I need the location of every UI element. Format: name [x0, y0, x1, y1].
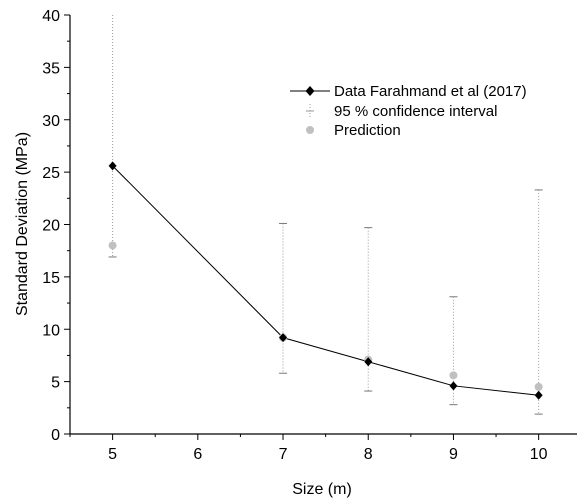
y-tick-label: 20	[42, 218, 60, 235]
y-axis-title: Standard Deviation (MPa)	[14, 132, 31, 316]
y-tick-label: 30	[42, 113, 60, 130]
data-point	[108, 161, 117, 171]
y-tick-label: 0	[51, 427, 60, 444]
y-tick-label: 10	[42, 322, 60, 339]
error-bar	[279, 222, 288, 374]
series-line	[112, 165, 539, 396]
legend-item-confidence: 95 % confidence interval	[306, 103, 497, 120]
legend-item-prediction: Prediction	[306, 122, 401, 139]
error-bars	[108, 15, 543, 415]
error-bar	[108, 15, 117, 258]
x-axis: 5 6 7 8 9 10	[69, 434, 548, 463]
x-tick-label: 9	[449, 446, 458, 463]
x-axis-title: Size (m)	[292, 481, 352, 498]
error-bar	[364, 227, 373, 392]
data-markers	[108, 161, 543, 400]
y-tick-label: 5	[51, 375, 60, 392]
x-tick-label: 6	[193, 446, 202, 463]
error-bar	[534, 189, 543, 415]
legend-label-confidence: 95 % confidence interval	[334, 103, 497, 120]
y-tick-label: 40	[42, 8, 60, 25]
x-tick-label: 7	[279, 446, 288, 463]
y-axis: 0 5 10 15 20 25 30 35 40	[42, 8, 70, 444]
prediction-point	[449, 371, 458, 380]
legend-label-data: Data Farahmand et al (2017)	[334, 83, 527, 100]
data-point	[364, 357, 373, 367]
legend: Data Farahmand et al (2017) 95 % confide…	[290, 83, 527, 139]
data-point	[279, 333, 288, 343]
legend-circle-marker	[306, 126, 314, 134]
data-point	[534, 390, 543, 400]
prediction-point	[534, 382, 543, 391]
plot-area	[69, 15, 577, 435]
data-series	[112, 165, 539, 396]
legend-label-prediction: Prediction	[334, 122, 401, 139]
x-tick-label: 8	[364, 446, 373, 463]
y-tick-label: 35	[42, 60, 60, 77]
y-tick-label: 25	[42, 165, 60, 182]
prediction-series	[108, 241, 543, 391]
x-tick-label: 10	[530, 446, 548, 463]
x-tick-label: 5	[108, 446, 117, 463]
y-tick-label: 15	[42, 270, 60, 287]
prediction-point	[108, 241, 117, 250]
data-point	[449, 381, 458, 391]
error-bar	[449, 296, 458, 406]
legend-diamond-marker	[305, 86, 315, 96]
legend-item-data: Data Farahmand et al (2017)	[290, 83, 527, 100]
